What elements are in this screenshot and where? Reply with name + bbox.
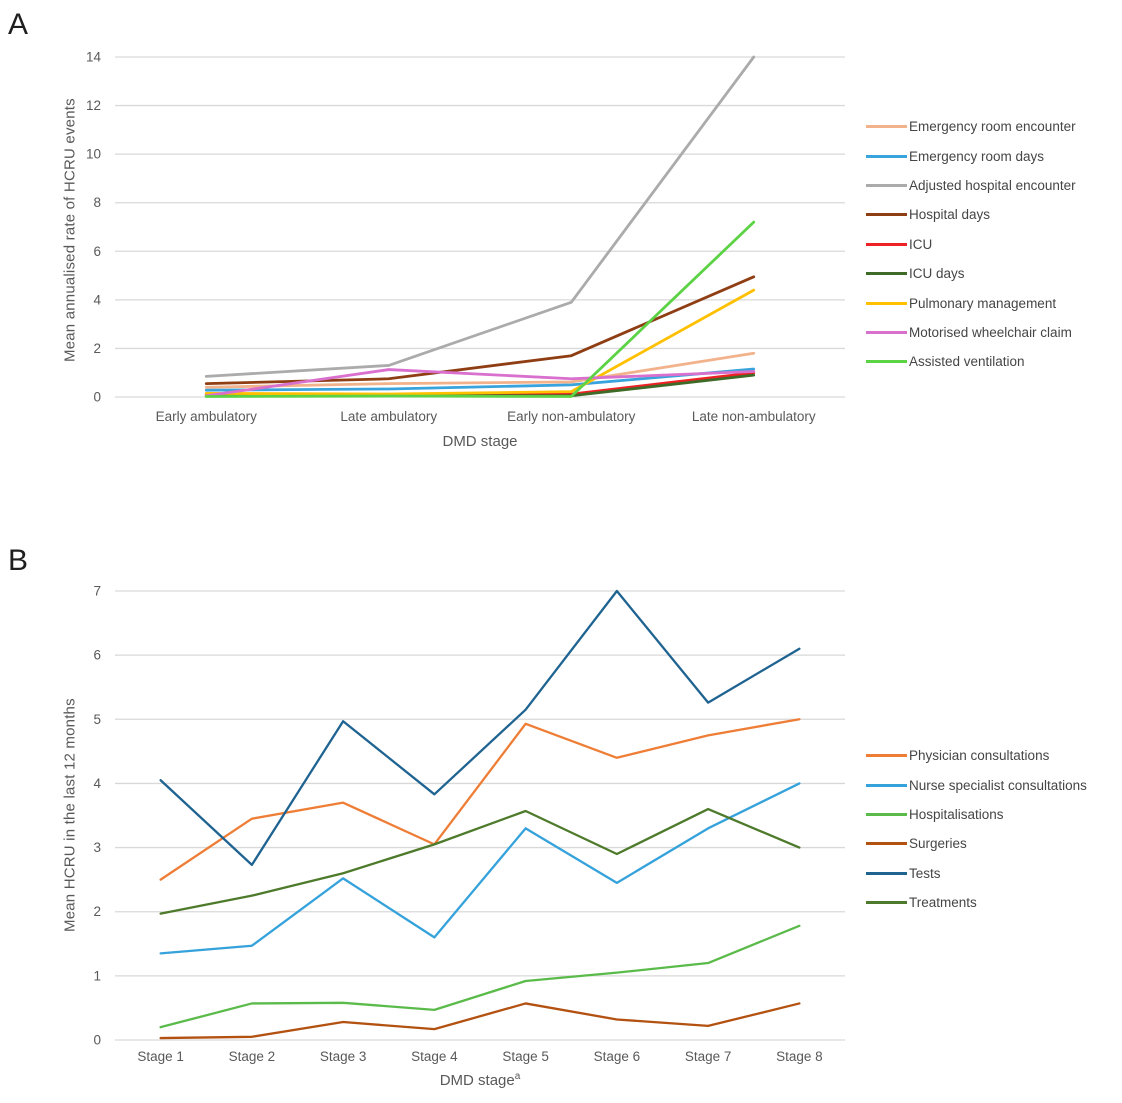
legend-item: ICU xyxy=(866,230,1076,259)
legend-item: Motorised wheelchair claim xyxy=(866,318,1076,347)
legend-item: Assisted ventilation xyxy=(866,347,1076,376)
legend-label: Emergency room encounter xyxy=(909,119,1076,135)
legend-item: Hospital days xyxy=(866,200,1076,229)
legend-swatch xyxy=(866,301,907,305)
legend-label: Treatments xyxy=(909,895,977,911)
legend-swatch xyxy=(866,901,907,905)
series-line-assisted-ventilation xyxy=(204,220,756,398)
chart-b-plot: 0 1 2 3 4 5 6 7 Stage 1 Stage 2 Stage 3 Stage 4 Stag… xyxy=(93,584,845,1064)
series-line-physician-consultations xyxy=(159,718,801,881)
legend-item: Surgeries xyxy=(866,829,1087,858)
legend-item: Pulmonary management xyxy=(866,288,1076,317)
legend-item: Emergency room days xyxy=(866,141,1076,170)
series-line-emergency-room-encounter xyxy=(204,351,756,389)
x-tick-label: Early ambulatory xyxy=(156,409,258,424)
legend-swatch xyxy=(866,330,907,334)
x-tick-label: Stage 2 xyxy=(229,1049,276,1064)
series-line-adjusted-hospital-encounter xyxy=(204,55,756,378)
legend-swatch xyxy=(866,812,907,816)
y-tick-label: 10 xyxy=(86,147,101,162)
chart-b-x-axis-title-superscript: a xyxy=(514,1071,521,1082)
x-tick-label: Stage 5 xyxy=(502,1049,549,1064)
y-tick-label: 2 xyxy=(93,904,101,919)
legend-label: Assisted ventilation xyxy=(909,354,1025,370)
chart-a-plot: 0 2 4 6 8 10 12 14 Early ambulatory Late ambulato… xyxy=(86,50,845,424)
legend-item: Nurse specialist consultations xyxy=(866,770,1087,799)
y-tick-label: 14 xyxy=(86,50,102,65)
series-line-surgeries xyxy=(159,1002,801,1040)
legend-swatch xyxy=(866,842,907,846)
legend-item: Tests xyxy=(866,859,1087,888)
series-line-tests xyxy=(159,589,801,867)
series-line-hospitalisations xyxy=(159,924,801,1029)
chart-b-x-axis-title-text: DMD stage xyxy=(439,1072,515,1089)
chart-a-y-axis-title: Mean annualised rate of HCRU events xyxy=(61,98,79,362)
legend-label: Nurse specialist consultations xyxy=(909,777,1087,793)
x-tick-label: Stage 3 xyxy=(320,1049,367,1064)
legend-label: Motorised wheelchair claim xyxy=(909,324,1072,340)
x-tick-label: Stage 7 xyxy=(685,1049,732,1064)
series-line-emergency-room-days xyxy=(204,367,756,392)
legend-swatch xyxy=(866,871,907,875)
chart-a-legend: Emergency room encounter Emergency room d… xyxy=(866,112,1076,377)
x-tick-label: Early non-ambulatory xyxy=(507,409,636,424)
legend-swatch xyxy=(866,242,907,246)
y-tick-label: 3 xyxy=(93,840,101,855)
panel-b-label: B xyxy=(8,544,29,577)
y-tick-label: 0 xyxy=(93,390,101,405)
x-tick-label: Late non-ambulatory xyxy=(692,409,816,424)
legend-label: Adjusted hospital encounter xyxy=(909,177,1076,193)
x-tick-label: Stage 4 xyxy=(411,1049,458,1064)
chart-a-x-axis-title: DMD stage xyxy=(115,433,845,450)
legend-swatch xyxy=(866,154,907,158)
chart-b-x-axis-title: DMD stagea xyxy=(115,1071,845,1089)
legend-swatch xyxy=(866,360,907,364)
legend-label: ICU xyxy=(909,236,933,252)
legend-item: Hospitalisations xyxy=(866,800,1087,829)
legend-swatch xyxy=(866,754,907,758)
legend-label: Hospital days xyxy=(909,207,991,223)
legend-label: Physician consultations xyxy=(909,748,1050,764)
legend-swatch xyxy=(866,272,907,276)
legend-swatch xyxy=(866,213,907,217)
legend-item: Treatments xyxy=(866,888,1087,917)
y-tick-label: 7 xyxy=(93,584,101,599)
legend-swatch xyxy=(866,183,907,187)
y-tick-label: 4 xyxy=(93,776,101,791)
legend-item: Emergency room encounter xyxy=(866,112,1076,141)
series-line-nurse-specialist-consultations xyxy=(159,782,801,955)
y-tick-label: 12 xyxy=(86,98,101,113)
legend-item: Physician consultations xyxy=(866,741,1087,770)
legend-label: Surgeries xyxy=(909,836,967,852)
legend-item: Adjusted hospital encounter xyxy=(866,171,1076,200)
series-line-pulmonary-management xyxy=(204,288,756,396)
chart-b-legend: Physician consultations Nurse specialist … xyxy=(866,741,1087,917)
y-tick-label: 5 xyxy=(93,712,101,727)
series-line-treatments xyxy=(159,807,801,915)
series-line-motorised-wheelchair-claim xyxy=(204,368,756,398)
x-tick-label: Stage 1 xyxy=(137,1049,184,1064)
y-tick-label: 2 xyxy=(93,341,101,356)
x-tick-label: Stage 8 xyxy=(776,1049,823,1064)
y-tick-label: 0 xyxy=(93,1033,101,1048)
legend-label: Tests xyxy=(909,865,941,881)
y-tick-label: 8 xyxy=(93,195,101,210)
x-tick-label: Stage 6 xyxy=(594,1049,641,1064)
legend-swatch xyxy=(866,125,907,129)
y-tick-label: 6 xyxy=(93,244,101,259)
series-line-hospital-days xyxy=(204,275,756,386)
legend-swatch xyxy=(866,783,907,787)
legend-label: Emergency room days xyxy=(909,148,1045,164)
legend-item: ICU days xyxy=(866,259,1076,288)
x-tick-label: Late ambulatory xyxy=(340,409,437,424)
legend-label: ICU days xyxy=(909,266,965,282)
chart-b-y-axis-title: Mean HCRU in the last 12 months xyxy=(61,698,79,932)
y-tick-label: 1 xyxy=(93,968,101,983)
panel-a-label: A xyxy=(8,8,29,41)
chart-a-x-axis-title-text: DMD stage xyxy=(442,433,518,450)
y-tick-label: 4 xyxy=(93,292,101,307)
y-tick-label: 6 xyxy=(93,648,101,663)
legend-label: Hospitalisations xyxy=(909,806,1004,822)
legend-label: Pulmonary management xyxy=(909,295,1057,311)
